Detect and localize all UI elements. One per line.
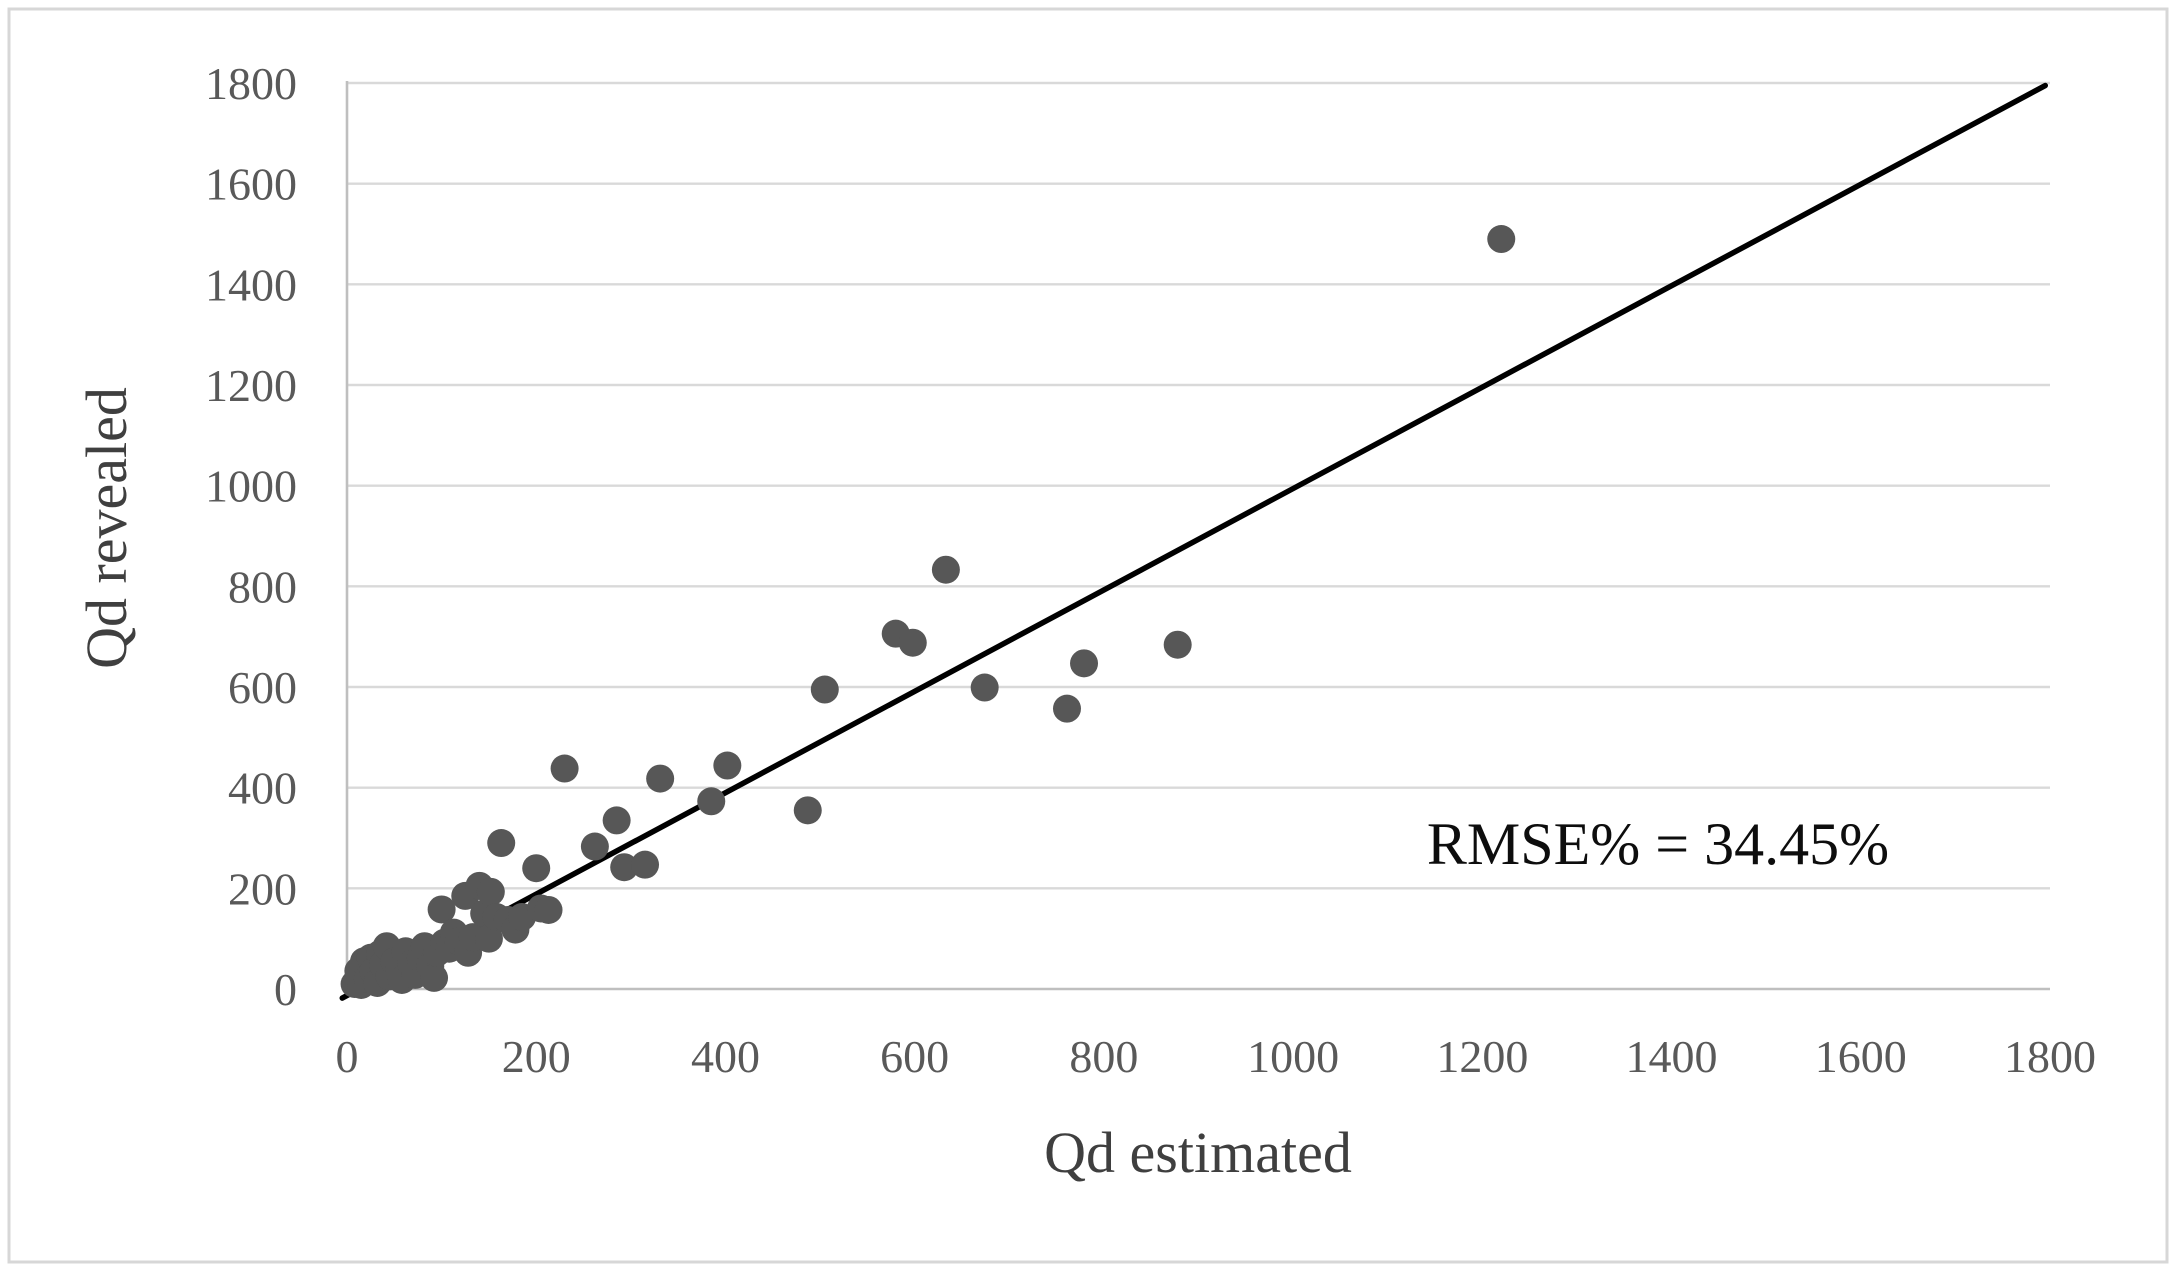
identity-line [339,82,2049,1001]
y-tick-label-1800: 1800 [205,58,297,109]
data-point [1487,225,1516,254]
x-tick-label-1400: 1400 [1626,1031,1718,1082]
data-point [420,963,449,992]
data-point [713,751,742,780]
y-axis-tick-labels: 0 200 400 600 800 1000 1200 1400 1600 1800 [205,58,297,1015]
data-point [534,895,563,924]
y-tick-label-400: 400 [228,763,297,814]
x-tick-label-0: 0 [336,1031,359,1082]
data-point [550,754,579,783]
y-tick-label-1200: 1200 [205,360,297,411]
data-point [474,924,503,953]
data-point [427,895,456,924]
data-point [810,675,839,704]
x-tick-label-1200: 1200 [1436,1031,1528,1082]
figure-border [7,7,2169,1264]
x-axis-tick-labels: 0 200 400 600 800 1000 1200 1400 1600 1800 [336,1031,2097,1082]
data-point [898,628,927,657]
data-point [602,806,631,835]
data-point [580,832,609,861]
data-point [793,796,822,825]
rmse-annotation: RMSE% = 34.45% [1427,811,1889,877]
identity-line-segment [339,82,2049,1001]
x-tick-label-400: 400 [691,1031,760,1082]
x-axis-title: Qd estimated [1044,1120,1352,1185]
data-point [1163,630,1192,659]
axis-lines [345,81,2050,991]
x-tick-label-1800: 1800 [2004,1031,2096,1082]
y-tick-label-1000: 1000 [205,461,297,512]
x-tick-label-1600: 1600 [1815,1031,1907,1082]
data-point [522,854,551,883]
x-tick-label-600: 600 [880,1031,949,1082]
data-point [646,764,675,793]
x-tick-label-200: 200 [502,1031,571,1082]
y-axis-title: Qd revealed [74,387,139,669]
y-tick-label-800: 800 [228,561,297,612]
data-point [631,850,660,879]
y-tick-label-600: 600 [228,662,297,713]
y-tick-label-0: 0 [274,964,297,1015]
data-point [476,877,505,906]
x-tick-label-800: 800 [1069,1031,1138,1082]
data-point [970,673,999,702]
gridlines [347,81,2050,890]
data-point [1052,694,1081,723]
data-point [610,853,639,882]
scatter-points [340,225,1516,999]
y-tick-label-200: 200 [228,863,297,914]
data-point [697,787,726,816]
data-point [487,829,516,858]
data-point [1070,649,1099,678]
x-tick-label-1000: 1000 [1247,1031,1339,1082]
data-point [931,555,960,584]
y-tick-label-1600: 1600 [205,159,297,210]
y-tick-label-1400: 1400 [205,259,297,310]
